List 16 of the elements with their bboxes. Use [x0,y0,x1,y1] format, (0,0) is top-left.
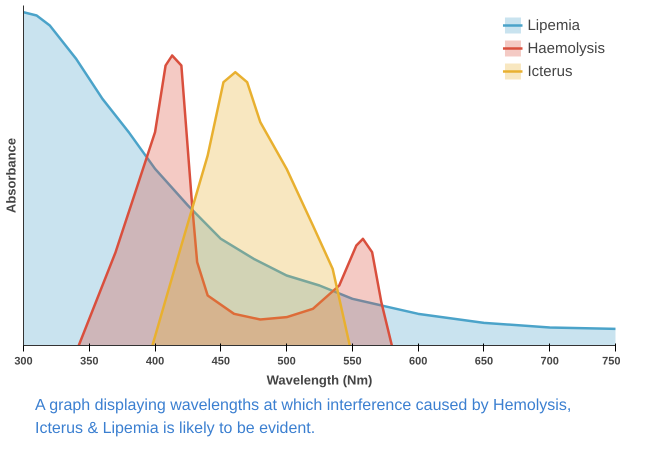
x-tick-label: 450 [212,356,230,368]
legend-label: Lipemia [527,16,580,34]
text: A graph displaying wavelengths at which interference caused by Hemolysis, Icterus & Lipemia is likely to be evident. [35,396,572,439]
legend-label: Haemolysis [527,40,605,56]
x-axis-title: Wavelength (Nm) [266,372,372,388]
legend-label: Icterus [527,62,572,80]
x-tick-label: 700 [540,356,559,368]
x-tick-label: 550 [343,356,362,368]
y-axis-title: Absorbance [4,138,18,214]
x-tick-label: 400 [146,356,164,368]
x-tick-label: 350 [80,356,98,368]
x-tick-label: 500 [277,356,296,368]
x-tick-label: 750 [602,356,621,368]
x-tick-label: 650 [474,356,494,368]
x-tick-label: 300 [14,356,33,368]
x-tick-label: 600 [408,356,428,368]
